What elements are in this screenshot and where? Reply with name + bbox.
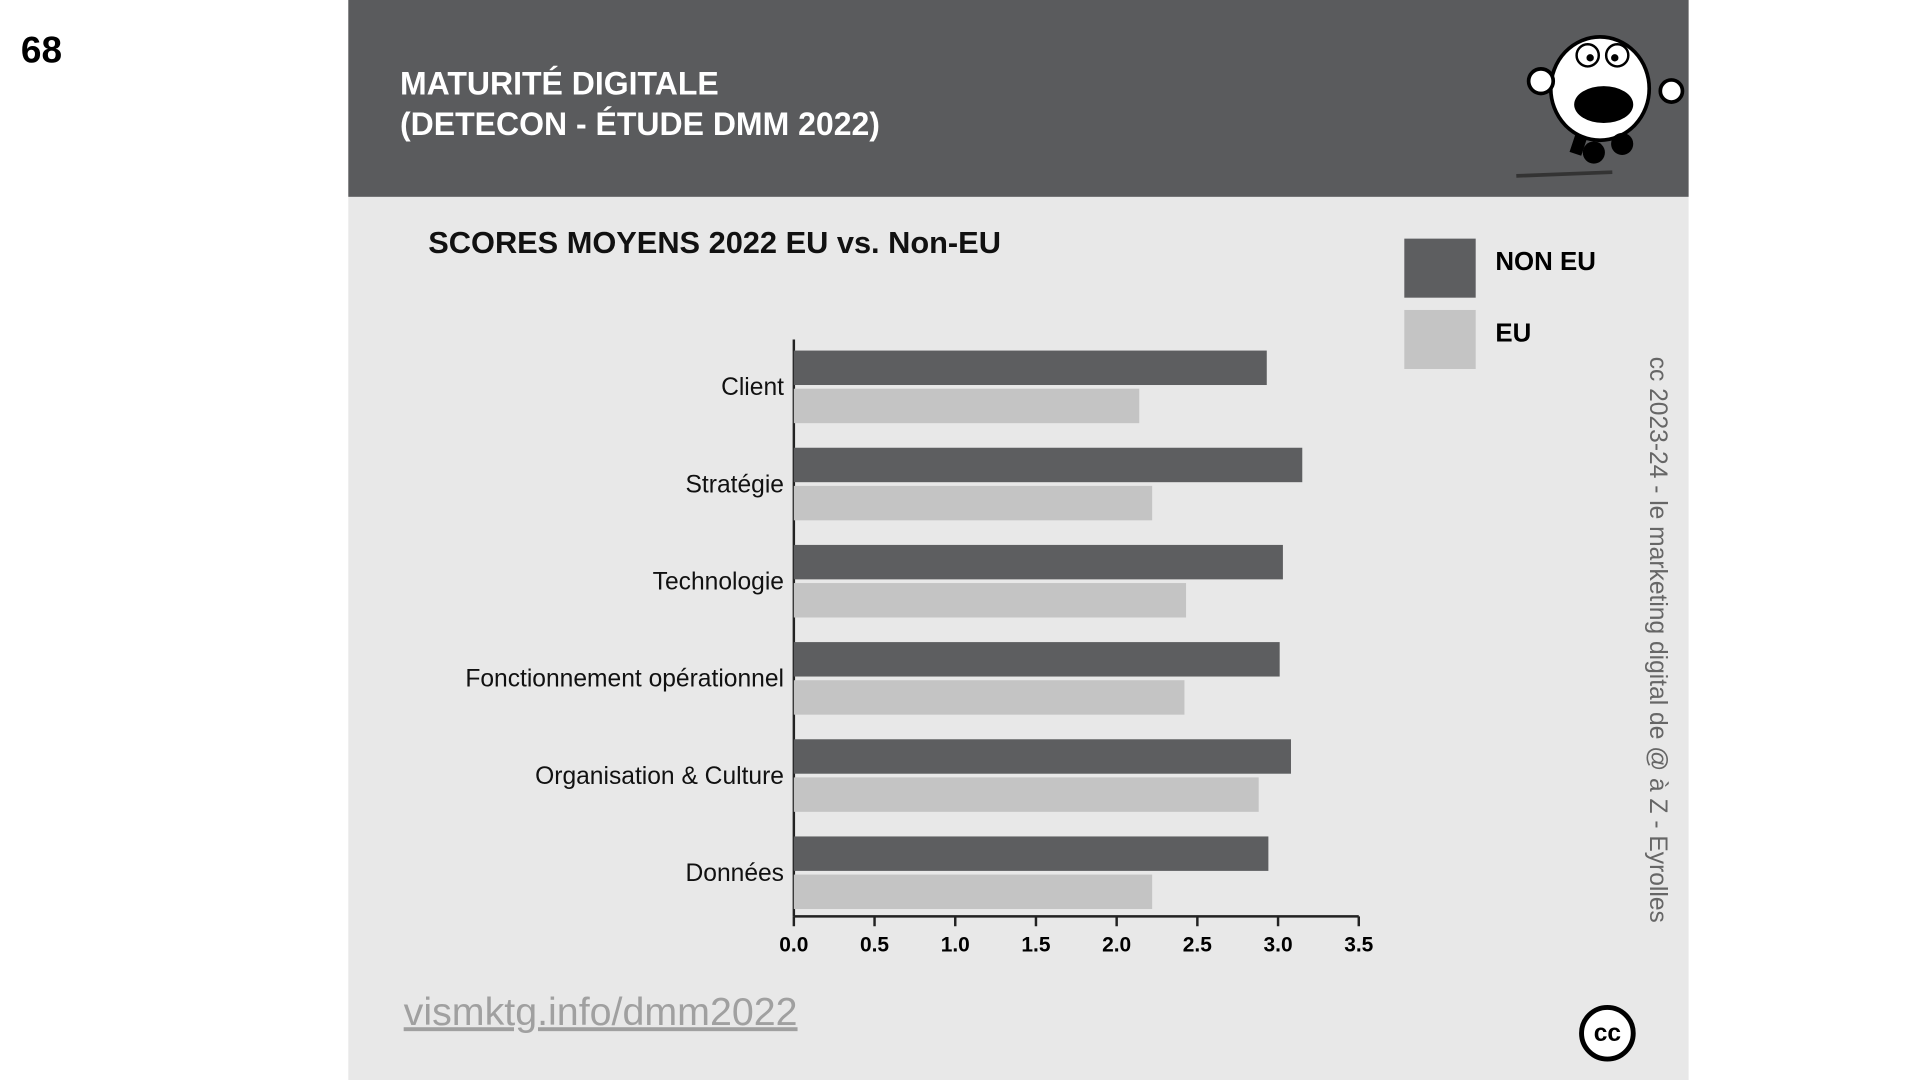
y-tick-label: Données <box>686 860 784 887</box>
x-tick-label: 1.5 <box>1021 933 1050 956</box>
bar <box>793 583 1187 618</box>
mascot <box>1516 35 1685 178</box>
y-tick-label: Fonctionnement opérationnel <box>465 666 784 693</box>
x-tick-label: 3.0 <box>1264 933 1293 956</box>
legend-swatch <box>1404 309 1476 370</box>
legend-label: EU <box>1495 319 1531 347</box>
x-tick-label: 3.5 <box>1344 933 1373 956</box>
cc-icon <box>1579 1004 1636 1062</box>
legend-swatch <box>1404 238 1476 298</box>
y-tick-label: Organisation & Culture <box>535 763 784 790</box>
chart-title: SCORES MOYENS 2022 EU vs. Non-EU <box>428 225 1001 260</box>
bar <box>793 388 1140 424</box>
page-number: 68 <box>21 30 62 71</box>
credit: cc 2023-24 - le marketing digital de @ à… <box>1644 357 1671 923</box>
bar <box>793 447 1303 483</box>
x-tick-label: 2.5 <box>1183 933 1212 956</box>
y-tick-label: Stratégie <box>686 471 784 498</box>
bar <box>793 350 1267 386</box>
cc-label: cc <box>1594 1020 1621 1047</box>
bar <box>793 874 1153 910</box>
bar <box>793 485 1153 521</box>
x-tick-label: 0.5 <box>860 933 889 956</box>
x-tick-label: 1.0 <box>941 933 970 956</box>
x-tick-label: 0.0 <box>779 933 808 956</box>
link[interactable]: vismktg.info/dmm2022 <box>404 990 798 1034</box>
bar <box>793 836 1269 871</box>
bar <box>793 777 1259 812</box>
y-tick-label: Client <box>721 374 784 401</box>
header-title: MATURITÉ DIGITALE <box>400 66 719 102</box>
bar <box>793 642 1280 677</box>
header-band <box>348 0 1689 197</box>
legend-label: NON EU <box>1495 248 1595 276</box>
bar <box>793 739 1291 774</box>
bar <box>793 544 1283 580</box>
x-tick-label: 2.0 <box>1102 933 1131 956</box>
bar <box>793 680 1185 715</box>
header-title: (DETECON - ÉTUDE DMM 2022) <box>400 106 880 142</box>
y-tick-label: Technologie <box>653 569 784 596</box>
